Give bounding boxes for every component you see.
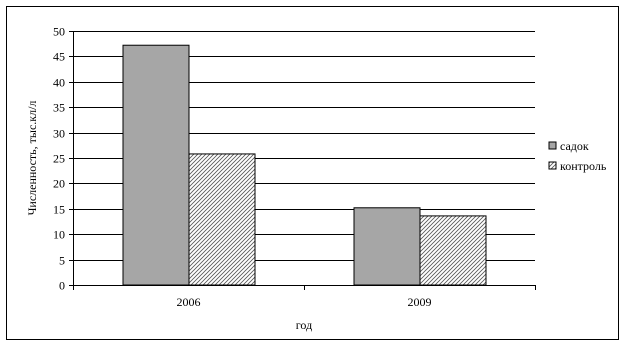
y-tick-label: 50 xyxy=(53,25,65,39)
legend-swatch-контроль xyxy=(548,161,557,170)
tick-labels: 0 5 10 15 20 25 30 35 40 45 50 2006 2009 xyxy=(53,25,432,310)
y-tick-label: 20 xyxy=(53,177,65,191)
bar-садок-2009 xyxy=(353,207,421,286)
bar-контроль-2006 xyxy=(188,153,256,286)
bar-садок-2006 xyxy=(122,44,190,286)
chart-frame xyxy=(6,6,619,340)
x-tick-label: 2006 xyxy=(177,295,201,309)
y-tick-label: 25 xyxy=(53,152,65,166)
legend-label-садок: садок xyxy=(560,139,589,153)
y-tick-label: 0 xyxy=(59,279,65,293)
y-axis-title: Численность, тыс.кл/л xyxy=(25,101,39,216)
y-tick-label: 15 xyxy=(53,203,65,217)
legend-label-контроль: контроль xyxy=(560,159,607,173)
legend: садок контроль xyxy=(548,139,607,173)
legend-swatch-садок xyxy=(548,141,557,150)
y-tick-label: 35 xyxy=(53,101,65,115)
y-tick-label: 45 xyxy=(53,50,65,64)
x-tick-label: 2009 xyxy=(408,295,432,309)
y-tick-label: 5 xyxy=(59,254,65,268)
y-tick-label: 40 xyxy=(53,76,65,90)
x-axis-title: год xyxy=(296,318,312,332)
y-tick-label: 10 xyxy=(53,228,65,242)
y-tick-label: 30 xyxy=(53,127,65,141)
bar-контроль-2009 xyxy=(419,215,487,286)
axes xyxy=(69,31,536,290)
